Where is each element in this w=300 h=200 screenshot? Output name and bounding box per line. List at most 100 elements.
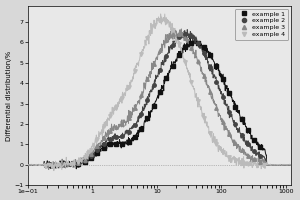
- example 3: [146, 78, 149, 80]
- example 3: [183, 37, 187, 40]
- example 1: [227, 92, 231, 94]
- Line: example 3: example 3: [77, 32, 262, 164]
- example 4: [208, 131, 212, 134]
- example 4: [190, 81, 193, 83]
- example 2: [152, 84, 155, 86]
- example 2: [164, 55, 168, 57]
- example 3: [102, 136, 105, 139]
- example 3: [190, 47, 193, 49]
- example 1: [102, 146, 105, 149]
- example 3: [202, 75, 206, 77]
- example 3: [252, 158, 256, 160]
- example 1: [158, 91, 162, 93]
- example 1: [240, 118, 243, 120]
- example 3: [95, 145, 99, 147]
- example 2: [233, 123, 237, 126]
- example 2: [246, 143, 250, 145]
- example 1: [252, 138, 256, 141]
- example 2: [190, 35, 193, 37]
- example 3: [177, 32, 181, 35]
- example 1: [121, 143, 124, 145]
- example 2: [221, 96, 224, 98]
- example 3: [233, 142, 237, 144]
- example 2: [196, 42, 200, 44]
- example 4: [121, 97, 124, 100]
- example 4: [196, 100, 200, 102]
- example 1: [146, 117, 149, 120]
- example 3: [76, 161, 80, 164]
- example 3: [89, 153, 93, 155]
- example 4: [133, 70, 137, 73]
- example 4: [102, 125, 105, 128]
- example 4: [177, 43, 181, 45]
- example 4: [146, 37, 149, 39]
- example 2: [208, 65, 212, 68]
- example 1: [114, 142, 118, 145]
- example 2: [121, 135, 124, 137]
- example 4: [227, 156, 231, 158]
- example 1: [95, 151, 99, 154]
- example 2: [215, 80, 218, 83]
- example 1: [76, 162, 80, 165]
- example 2: [114, 136, 118, 139]
- Line: example 2: example 2: [77, 32, 262, 165]
- example 4: [127, 86, 130, 88]
- example 4: [202, 117, 206, 120]
- example 3: [208, 91, 212, 94]
- example 1: [221, 78, 224, 80]
- example 2: [252, 150, 256, 152]
- example 2: [202, 52, 206, 54]
- example 2: [183, 33, 187, 35]
- example 3: [246, 154, 250, 157]
- example 4: [83, 156, 86, 159]
- example 3: [227, 133, 231, 135]
- example 4: [95, 137, 99, 140]
- example 4: [114, 106, 118, 108]
- example 1: [202, 46, 206, 48]
- example 4: [76, 161, 80, 163]
- example 1: [140, 128, 143, 130]
- Line: example 4: example 4: [70, 18, 250, 165]
- example 2: [171, 43, 174, 46]
- Y-axis label: Differential distribution/%: Differential distribution/%: [6, 50, 12, 141]
- example 2: [259, 155, 262, 157]
- example 2: [227, 110, 231, 113]
- example 4: [152, 25, 155, 27]
- example 1: [127, 141, 130, 143]
- example 3: [221, 121, 224, 123]
- example 2: [83, 160, 86, 162]
- example 2: [108, 138, 112, 141]
- example 3: [114, 126, 118, 129]
- example 1: [183, 46, 187, 48]
- example 3: [158, 49, 162, 51]
- example 3: [196, 60, 200, 62]
- example 2: [140, 112, 143, 115]
- example 2: [89, 155, 93, 158]
- example 2: [102, 143, 105, 145]
- example 4: [89, 149, 93, 151]
- Line: example 1: example 1: [77, 41, 262, 165]
- example 3: [240, 149, 243, 152]
- example 1: [89, 157, 93, 159]
- example 4: [183, 61, 187, 63]
- example 4: [246, 162, 250, 165]
- example 3: [133, 107, 137, 109]
- example 3: [83, 158, 86, 161]
- example 4: [140, 53, 143, 55]
- example 1: [152, 105, 155, 107]
- example 4: [233, 159, 237, 162]
- example 3: [152, 63, 155, 65]
- example 1: [208, 54, 212, 56]
- example 2: [95, 149, 99, 151]
- example 4: [108, 114, 112, 117]
- example 3: [108, 130, 112, 132]
- example 1: [215, 65, 218, 67]
- example 2: [133, 124, 137, 126]
- example 3: [121, 123, 124, 125]
- example 1: [133, 136, 137, 138]
- example 2: [76, 162, 80, 164]
- example 2: [127, 131, 130, 133]
- example 3: [215, 107, 218, 109]
- example 1: [246, 129, 250, 132]
- example 4: [240, 161, 243, 164]
